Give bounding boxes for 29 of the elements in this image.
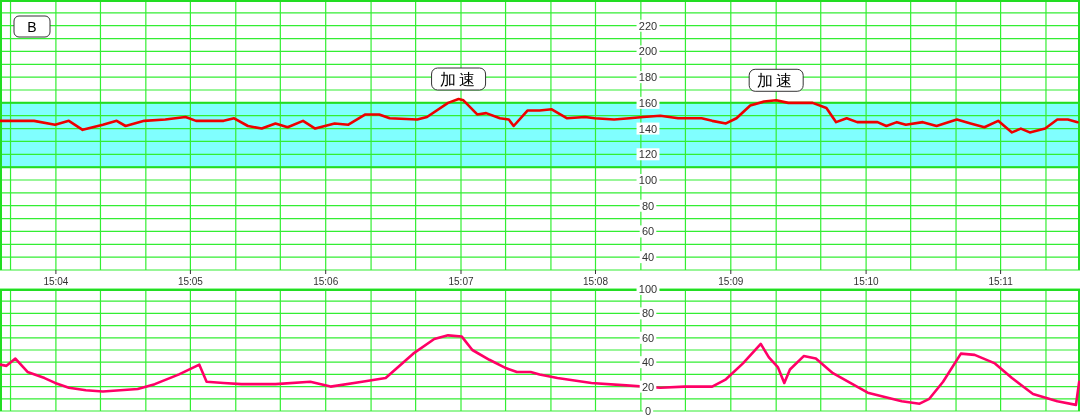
y-tick-label: 160: [638, 96, 658, 109]
y-tick-label: 100: [638, 174, 658, 186]
x-tick-label: 15:05: [177, 276, 204, 287]
y-tick-label: 60: [641, 225, 655, 238]
y-tick-label: 20: [641, 380, 655, 393]
y-tick-label: 80: [641, 199, 655, 212]
title: B: [13, 15, 51, 38]
y-tick-label: 100: [638, 283, 658, 295]
x-tick-label: 15:10: [853, 276, 880, 287]
y-tick-label: 140: [638, 122, 658, 135]
y-tick-label: 0: [644, 405, 652, 417]
y-tick-label: 40: [641, 251, 655, 264]
y-tick-label: 60: [641, 331, 655, 344]
y-tick-label: 120: [638, 148, 658, 161]
y-tick-label: 220: [638, 19, 658, 32]
annotation: 加速: [439, 70, 478, 89]
annotation: 加速: [431, 67, 487, 91]
y-tick-label: 200: [638, 45, 658, 58]
y-tick-label: 40: [641, 356, 655, 369]
x-tick-label: 15:08: [582, 276, 609, 287]
annotation: 加速: [757, 71, 796, 91]
x-tick-label: 15:11: [988, 276, 1014, 287]
y-tick-label: 80: [641, 307, 655, 320]
x-tick-label: 15:04: [43, 276, 69, 287]
x-tick-label: 15:06: [313, 276, 339, 287]
annotation: 加速: [748, 68, 804, 92]
x-tick-label: 15:07: [448, 276, 474, 287]
y-tick-label: 180: [638, 71, 658, 84]
x-tick-label: 15:09: [718, 276, 744, 287]
